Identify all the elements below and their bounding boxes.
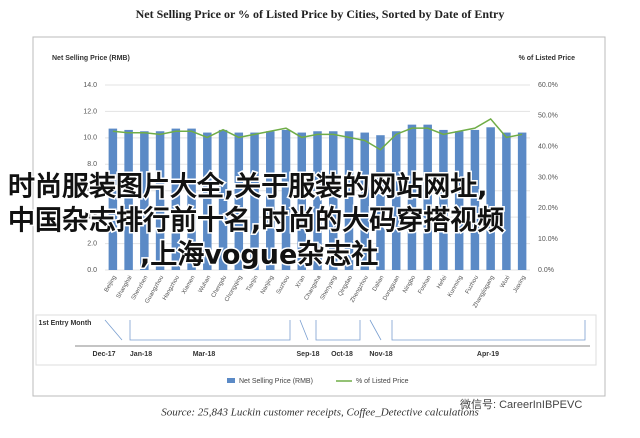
overlay-text: 时尚服装图片大全,关于服装的网站网址, — [8, 171, 488, 203]
y-tick-label: 8.0 — [87, 161, 97, 168]
y-axis-title: Net Selling Price (RMB) — [52, 55, 130, 62]
timeline-month: Apr-19 — [477, 351, 499, 358]
source-note: Source: 25,843 Luckin customer receipts,… — [161, 407, 479, 419]
y-tick-label: 12.0 — [83, 108, 97, 115]
bar — [234, 132, 244, 270]
legend-label: Net Selling Price (RMB) — [239, 378, 313, 385]
watermark: 微信号: CareerInIBPEVC — [460, 397, 582, 411]
y2-tick-label: 40.0% — [538, 144, 558, 151]
bar — [439, 129, 448, 270]
chart-title: Net Selling Price or % of Listed Price b… — [136, 7, 505, 21]
x-tick-label: Suzhou — [276, 275, 291, 296]
y2-axis-title: % of Listed Price — [519, 55, 576, 62]
bar — [297, 132, 307, 270]
y-tick-label: 10.0 — [83, 135, 97, 142]
chart-frame — [32, 36, 606, 397]
timeline-bracket — [104, 319, 586, 341]
bar — [203, 132, 212, 270]
timeline-month: Nov-18 — [369, 351, 392, 358]
x-tick-label: Hangzhou — [162, 275, 181, 302]
timeline-month: Sep-18 — [297, 351, 320, 358]
bar — [124, 129, 133, 270]
x-tick-label: Nanjing — [260, 275, 275, 296]
timeline-label: 1st Entry Month — [39, 320, 92, 327]
x-tick-label: Jiaxing — [513, 275, 528, 294]
timeline-frame — [35, 314, 597, 366]
bar — [250, 132, 259, 270]
y-tick-label: 4.0 — [87, 214, 97, 221]
bar — [502, 132, 511, 270]
x-tick-label: Tianjin — [246, 275, 260, 293]
bar — [376, 135, 385, 270]
y-tick-label: 0.0 — [87, 267, 97, 274]
y2-tick-label: 20.0% — [538, 205, 558, 212]
y2-tick-label: 0.0% — [538, 267, 554, 274]
bar — [140, 131, 149, 270]
x-tick-label: Hefei — [436, 275, 448, 290]
x-tick-label: Dalian — [372, 275, 386, 293]
bar — [171, 128, 181, 270]
y-tick-label: 2.0 — [87, 240, 97, 247]
y2-tick-label: 30.0% — [538, 174, 558, 181]
bar — [360, 132, 369, 270]
x-tick-label: Wuhan — [198, 275, 213, 294]
bar — [313, 131, 322, 270]
bar — [155, 131, 165, 270]
bar — [454, 131, 464, 270]
y-tick-label: 14.0 — [83, 82, 97, 89]
x-tick-label: Ningbo — [402, 274, 417, 294]
bar — [281, 129, 291, 270]
bar — [517, 132, 527, 270]
x-tick-label: Wuxi — [500, 275, 512, 289]
timeline-month: Dec-17 — [93, 351, 116, 358]
timeline-month: Oct-18 — [331, 351, 353, 358]
x-tick-label: Shenyang — [320, 275, 339, 301]
bar — [391, 131, 401, 270]
overlay-text: 中国杂志排行前十名,时尚的大码穿搭视频 — [8, 205, 504, 237]
timeline-month: Mar-18 — [193, 351, 216, 358]
x-tick-label: Xiamen — [181, 275, 196, 296]
x-tick-label: Dongguan — [382, 275, 401, 302]
bar — [187, 128, 196, 270]
bar — [328, 131, 338, 270]
x-tick-label: Kunming — [447, 275, 464, 299]
overlay-text: ,上海vogue杂志社 — [140, 239, 378, 271]
bar — [423, 124, 432, 271]
line-series — [112, 117, 523, 151]
x-tick-label: Beijing — [104, 275, 118, 294]
y2-tick-label: 50.0% — [538, 113, 558, 120]
bar — [470, 129, 480, 270]
bar — [266, 131, 275, 270]
x-tick-label: Foshan — [418, 275, 433, 295]
bar — [218, 129, 228, 270]
y-tick-label: 6.0 — [87, 188, 97, 195]
bar — [108, 128, 118, 270]
legend-swatch — [227, 378, 235, 383]
x-tick-label: Chengdu — [211, 275, 228, 299]
y2-tick-label: 10.0% — [538, 236, 558, 243]
legend-label: % of Listed Price — [356, 378, 409, 385]
y2-tick-label: 60.0% — [538, 82, 558, 89]
timeline-month: Jan-18 — [130, 351, 152, 358]
x-tick-label: Xi'an — [295, 275, 307, 289]
x-tick-label: Qingdao — [338, 274, 355, 297]
bar — [407, 124, 417, 271]
bar — [344, 131, 354, 270]
x-tick-label: Fuzhou — [465, 275, 480, 295]
bar — [486, 127, 495, 271]
